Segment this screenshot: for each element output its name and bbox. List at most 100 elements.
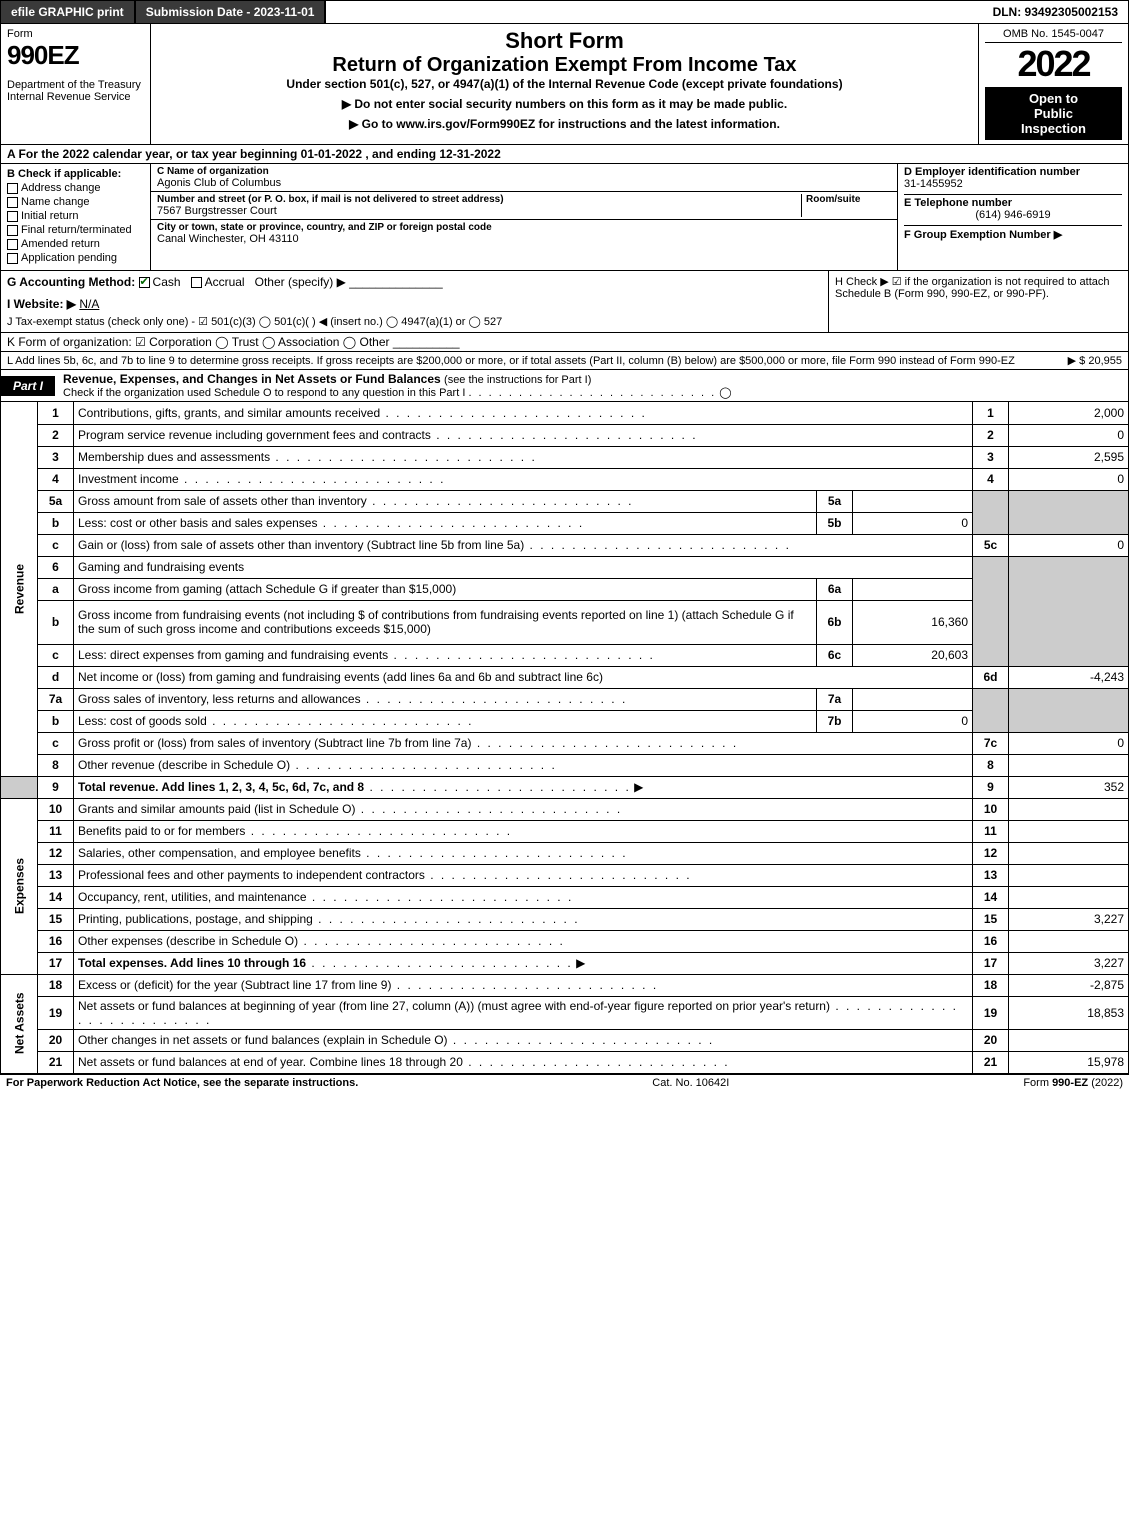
line-num: 5a	[38, 490, 74, 512]
chk-address-change[interactable]: Address change	[21, 182, 144, 194]
line-num: 17	[38, 952, 74, 974]
line-num: 18	[38, 974, 74, 996]
expenses-tab: Expenses	[1, 798, 38, 974]
line-num: 1	[38, 402, 74, 424]
form-number: 990EZ	[7, 40, 144, 71]
table-row: b Gross income from fundraising events (…	[1, 600, 1129, 644]
grey-cell	[973, 688, 1009, 732]
sub-value	[853, 490, 973, 512]
line-value: -4,243	[1009, 666, 1129, 688]
under-section: Under section 501(c), 527, or 4947(a)(1)…	[157, 77, 972, 91]
lines-table: Revenue 1 Contributions, gifts, grants, …	[0, 402, 1129, 1074]
line-value: 18,853	[1009, 996, 1129, 1029]
line-num: 11	[38, 820, 74, 842]
line-num: 2	[38, 424, 74, 446]
grey-cell	[1009, 556, 1129, 666]
table-row: b Less: cost or other basis and sales ex…	[1, 512, 1129, 534]
line-box: 18	[973, 974, 1009, 996]
table-row: Revenue 1 Contributions, gifts, grants, …	[1, 402, 1129, 424]
line-value	[1009, 820, 1129, 842]
line-value: 3,227	[1009, 908, 1129, 930]
section-c: C Name of organization Agonis Club of Co…	[151, 164, 898, 270]
table-row: 3 Membership dues and assessments 3 2,59…	[1, 446, 1129, 468]
chk-accrual[interactable]	[191, 277, 202, 288]
line-box: 8	[973, 754, 1009, 776]
line-num: 8	[38, 754, 74, 776]
chk-final-return[interactable]: Final return/terminated	[21, 224, 144, 236]
line-value: 15,978	[1009, 1051, 1129, 1073]
line-num: b	[38, 512, 74, 534]
sub-value: 0	[853, 512, 973, 534]
omb-number: OMB No. 1545-0047	[985, 28, 1122, 43]
grey-cell	[973, 490, 1009, 534]
part1-checkbox[interactable]: ◯	[719, 387, 731, 399]
line-box: 20	[973, 1029, 1009, 1051]
section-l: L Add lines 5b, 6c, and 7b to line 9 to …	[0, 352, 1129, 370]
sub-value: 0	[853, 710, 973, 732]
website: N/A	[79, 297, 99, 311]
chk-initial-return[interactable]: Initial return	[21, 210, 144, 222]
line-value	[1009, 864, 1129, 886]
sub-value: 16,360	[853, 600, 973, 644]
ssn-note: ▶ Do not enter social security numbers o…	[157, 97, 972, 111]
line-num: 13	[38, 864, 74, 886]
table-row: 6 Gaming and fundraising events	[1, 556, 1129, 578]
line-box: 15	[973, 908, 1009, 930]
chk-cash[interactable]	[139, 277, 150, 288]
line-box: 19	[973, 996, 1009, 1029]
line-value: 3,227	[1009, 952, 1129, 974]
line-desc: Contributions, gifts, grants, and simila…	[78, 406, 380, 420]
table-row: 11 Benefits paid to or for members 11	[1, 820, 1129, 842]
section-g: G Accounting Method: Cash Accrual Other …	[1, 271, 828, 332]
cash-label: Cash	[153, 275, 181, 289]
line-desc: Printing, publications, postage, and shi…	[78, 912, 313, 926]
line-box: 13	[973, 864, 1009, 886]
line-desc: Other changes in net assets or fund bala…	[78, 1033, 448, 1047]
part1-check-text: Check if the organization used Schedule …	[63, 387, 465, 399]
e-header: E Telephone number	[904, 197, 1122, 209]
section-h: H Check ▶ ☑ if the organization is not r…	[828, 271, 1128, 332]
line-value	[1009, 798, 1129, 820]
sub-value: 20,603	[853, 644, 973, 666]
f-header: F Group Exemption Number ▶	[904, 228, 1122, 241]
line-desc: Other expenses (describe in Schedule O)	[78, 934, 298, 948]
line-desc: Less: cost or other basis and sales expe…	[78, 516, 317, 530]
goto-note: ▶ Go to www.irs.gov/Form990EZ for instru…	[157, 117, 972, 131]
line-box: 7c	[973, 732, 1009, 754]
line-desc: Less: cost of goods sold	[78, 714, 207, 728]
section-d: D Employer identification number 31-1455…	[898, 164, 1128, 270]
header-left: Form 990EZ Department of the Treasury In…	[1, 24, 151, 144]
line-box: 14	[973, 886, 1009, 908]
chk-name-change[interactable]: Name change	[21, 196, 144, 208]
line-desc: Net assets or fund balances at beginning…	[78, 999, 830, 1013]
b-header: B Check if applicable:	[7, 168, 144, 180]
line-num: 6	[38, 556, 74, 578]
line-desc: Net assets or fund balances at end of ye…	[78, 1055, 463, 1069]
table-row: 21 Net assets or fund balances at end of…	[1, 1051, 1129, 1073]
accrual-label: Accrual	[205, 275, 245, 289]
line-desc: Salaries, other compensation, and employ…	[78, 846, 361, 860]
sub-box: 6b	[817, 600, 853, 644]
line-desc: Gross sales of inventory, less returns a…	[78, 692, 361, 706]
line-value: 0	[1009, 732, 1129, 754]
sub-box: 6a	[817, 578, 853, 600]
line-desc: Benefits paid to or for members	[78, 824, 245, 838]
line-num: 12	[38, 842, 74, 864]
table-row: 15 Printing, publications, postage, and …	[1, 908, 1129, 930]
line-box: 9	[973, 776, 1009, 798]
line-num: 3	[38, 446, 74, 468]
efile-print-button[interactable]: efile GRAPHIC print	[1, 1, 136, 23]
sub-value	[853, 688, 973, 710]
chk-application-pending[interactable]: Application pending	[21, 252, 144, 264]
line-desc: Professional fees and other payments to …	[78, 868, 425, 882]
open-to-public: Open to Public Inspection	[985, 87, 1122, 140]
line-desc: Gross income from fundraising events (no…	[78, 608, 794, 636]
table-row: a Gross income from gaming (attach Sched…	[1, 578, 1129, 600]
footer-left: For Paperwork Reduction Act Notice, see …	[6, 1077, 358, 1089]
line-value: 352	[1009, 776, 1129, 798]
line-desc: Gaming and fundraising events	[78, 560, 244, 574]
sub-box: 5b	[817, 512, 853, 534]
line-desc: Gain or (loss) from sale of assets other…	[78, 538, 524, 552]
chk-amended-return[interactable]: Amended return	[21, 238, 144, 250]
table-row: c Gross profit or (loss) from sales of i…	[1, 732, 1129, 754]
